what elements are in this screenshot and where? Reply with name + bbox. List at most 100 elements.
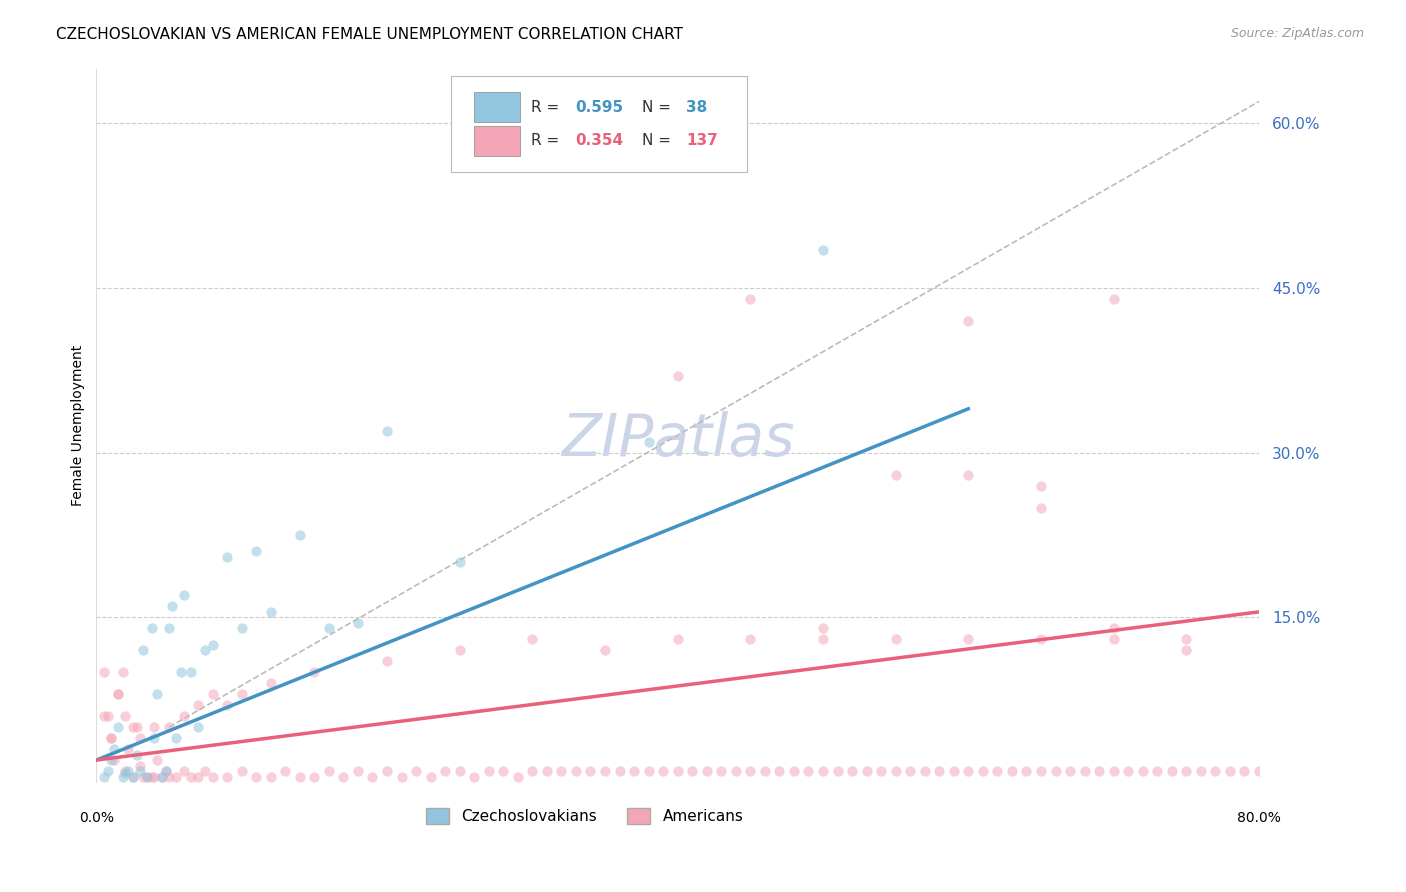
Point bbox=[100, 731, 122, 745]
Point bbox=[274, 764, 297, 778]
FancyBboxPatch shape bbox=[474, 126, 520, 155]
Point bbox=[173, 588, 195, 602]
Point bbox=[111, 770, 134, 784]
Point bbox=[173, 764, 195, 778]
Point bbox=[1175, 632, 1198, 647]
Point bbox=[1175, 643, 1198, 657]
Point bbox=[463, 770, 485, 784]
Point bbox=[97, 709, 120, 723]
Point bbox=[165, 731, 187, 745]
Point bbox=[260, 770, 283, 784]
Point bbox=[125, 747, 148, 762]
Point bbox=[304, 770, 326, 784]
Point bbox=[146, 753, 169, 767]
Point bbox=[550, 764, 572, 778]
Point bbox=[1029, 500, 1052, 515]
Point bbox=[666, 764, 689, 778]
FancyBboxPatch shape bbox=[451, 76, 748, 172]
Point bbox=[898, 764, 921, 778]
Point bbox=[434, 764, 457, 778]
Text: 0.354: 0.354 bbox=[575, 133, 623, 148]
Point bbox=[180, 770, 202, 784]
Point bbox=[391, 770, 413, 784]
Point bbox=[318, 764, 340, 778]
Point bbox=[449, 556, 471, 570]
Point bbox=[1204, 764, 1226, 778]
Point bbox=[201, 687, 224, 701]
Legend: Czechoslovakians, Americans: Czechoslovakians, Americans bbox=[426, 808, 744, 824]
Point bbox=[114, 764, 136, 778]
Point bbox=[666, 368, 689, 383]
Point bbox=[1160, 764, 1182, 778]
Point bbox=[1102, 292, 1125, 306]
Point bbox=[93, 665, 115, 680]
Point bbox=[478, 764, 501, 778]
Point bbox=[157, 720, 180, 734]
Point bbox=[143, 770, 166, 784]
Point bbox=[681, 764, 703, 778]
Point bbox=[724, 764, 747, 778]
Point bbox=[522, 632, 544, 647]
Y-axis label: Female Unemployment: Female Unemployment bbox=[72, 344, 86, 506]
Point bbox=[150, 770, 173, 784]
Point bbox=[347, 615, 370, 630]
Point bbox=[1073, 764, 1095, 778]
Point bbox=[986, 764, 1008, 778]
Point bbox=[114, 766, 136, 780]
Point bbox=[173, 709, 195, 723]
Point bbox=[157, 621, 180, 635]
Point bbox=[217, 549, 239, 564]
Point bbox=[100, 731, 122, 745]
Point bbox=[1219, 764, 1241, 778]
Point bbox=[1029, 632, 1052, 647]
Text: N =: N = bbox=[641, 133, 675, 148]
Point bbox=[884, 764, 907, 778]
Point bbox=[957, 314, 980, 328]
Point bbox=[855, 764, 877, 778]
Point bbox=[107, 687, 129, 701]
Point bbox=[155, 764, 177, 778]
Point bbox=[579, 764, 602, 778]
Point bbox=[1059, 764, 1081, 778]
Point bbox=[1015, 764, 1038, 778]
Point bbox=[201, 770, 224, 784]
Point bbox=[169, 665, 191, 680]
Point bbox=[768, 764, 790, 778]
Point bbox=[1088, 764, 1111, 778]
Point bbox=[565, 764, 588, 778]
Point bbox=[129, 731, 152, 745]
Point bbox=[972, 764, 994, 778]
Point bbox=[332, 770, 354, 784]
Point bbox=[1029, 764, 1052, 778]
Point bbox=[870, 764, 893, 778]
Text: 38: 38 bbox=[686, 100, 707, 114]
Point bbox=[1102, 764, 1125, 778]
Point bbox=[666, 632, 689, 647]
Point bbox=[100, 753, 122, 767]
Point bbox=[107, 687, 129, 701]
Point bbox=[231, 764, 253, 778]
Text: Source: ZipAtlas.com: Source: ZipAtlas.com bbox=[1230, 27, 1364, 40]
Text: 137: 137 bbox=[686, 133, 717, 148]
Point bbox=[623, 764, 645, 778]
Point bbox=[180, 665, 202, 680]
Point bbox=[811, 621, 834, 635]
Point bbox=[419, 770, 441, 784]
Point bbox=[361, 770, 384, 784]
Point bbox=[1045, 764, 1067, 778]
Text: R =: R = bbox=[531, 133, 564, 148]
Point bbox=[146, 687, 169, 701]
Point bbox=[143, 731, 166, 745]
FancyBboxPatch shape bbox=[474, 92, 520, 122]
Point bbox=[245, 544, 267, 558]
Point bbox=[652, 764, 675, 778]
Point bbox=[125, 720, 148, 734]
Point bbox=[141, 621, 163, 635]
Point bbox=[114, 709, 136, 723]
Point bbox=[1189, 764, 1212, 778]
Point bbox=[217, 698, 239, 713]
Point bbox=[914, 764, 936, 778]
Point bbox=[132, 770, 155, 784]
Point bbox=[231, 687, 253, 701]
Point bbox=[609, 764, 631, 778]
